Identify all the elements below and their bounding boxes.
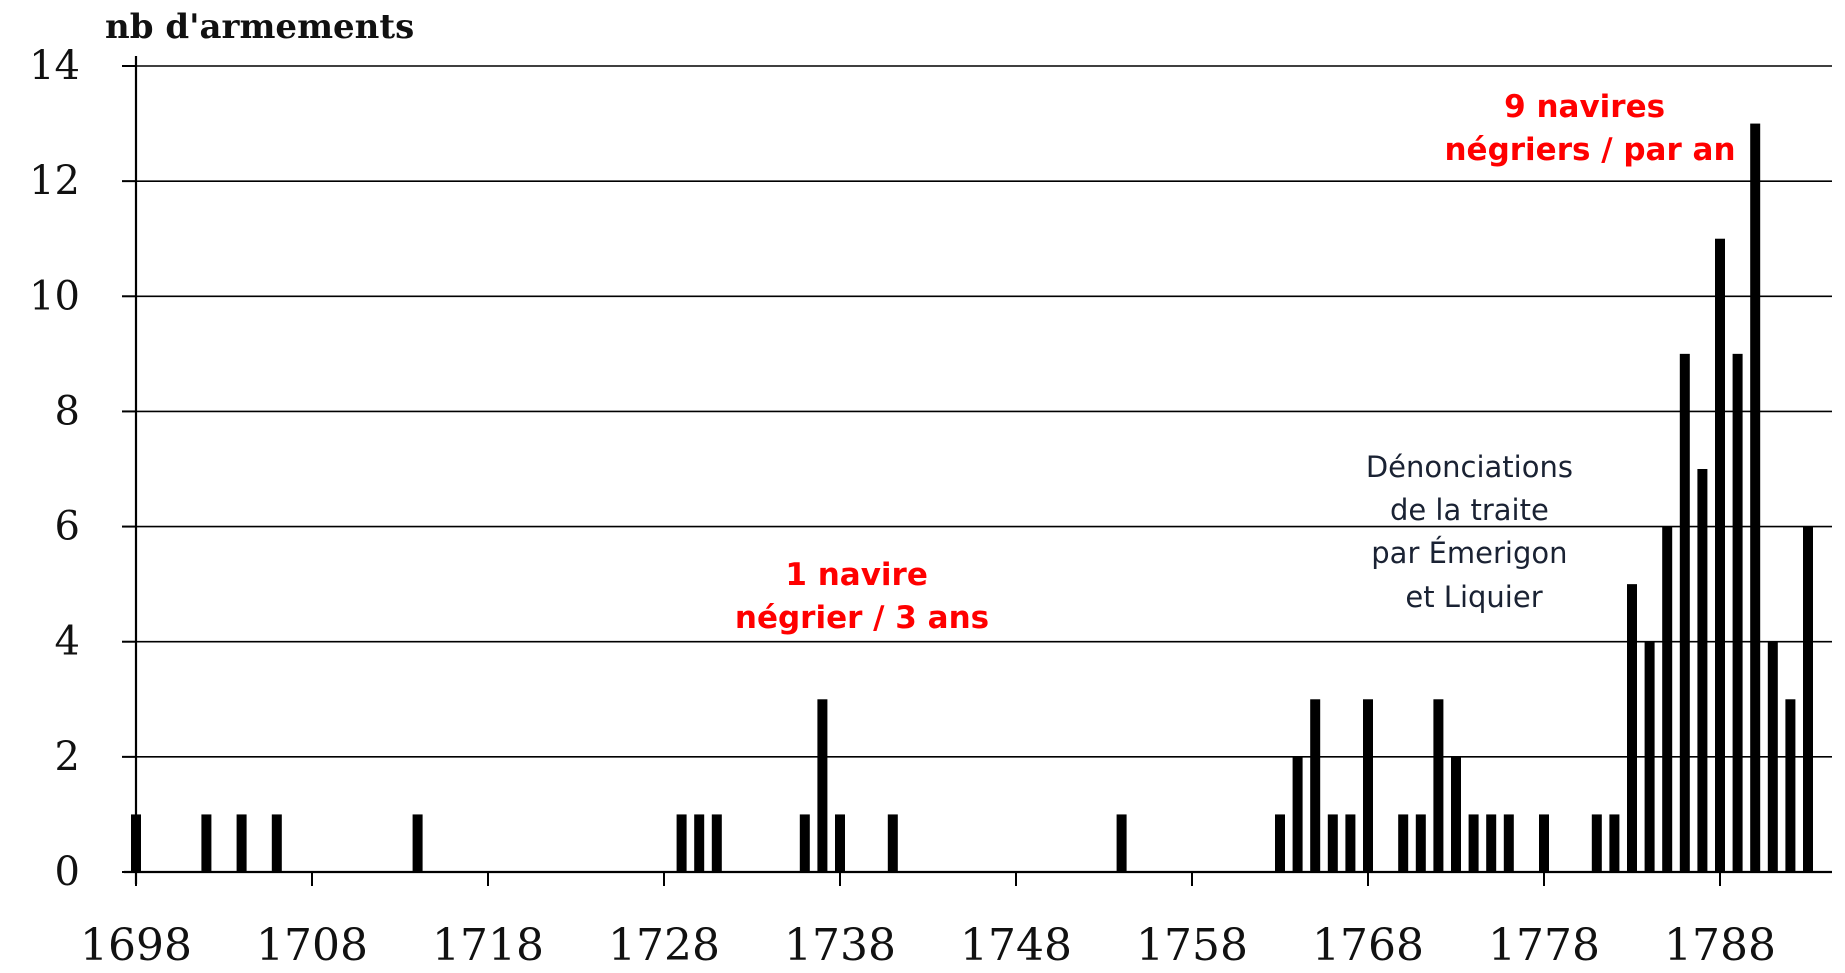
bar-1771 [1415, 814, 1426, 872]
y-tick-label-14: 14 [29, 43, 80, 89]
bar-1741 [887, 814, 898, 872]
bar-1774 [1468, 814, 1479, 872]
x-tick-labels: 1698 1708 1718 1728 1738 1748 1758 1768 1778 1788 [80, 920, 1776, 971]
annotation-denunciations-line-1: Dénonciations [1366, 450, 1573, 484]
axes [122, 56, 1832, 886]
gridlines [136, 65, 1832, 758]
bar-1778 [1539, 814, 1549, 872]
bar-1770 [1398, 814, 1409, 872]
y-tick-label-6: 6 [55, 504, 80, 550]
y-tick-label-12: 12 [29, 158, 80, 204]
bar-1704 [236, 814, 247, 872]
y-tick-label-10: 10 [29, 273, 80, 319]
annotation-late-rate-line-2: négriers / par an [1444, 132, 1735, 168]
bar-1766 [1327, 814, 1338, 872]
annotation-denunciations-line-2: de la traite [1390, 493, 1549, 527]
bar-1781 [1591, 814, 1602, 872]
bar-1788 [1715, 238, 1725, 872]
annotation-denunciations-line-4: et Liquier [1405, 580, 1542, 614]
x-tick-label-1768: 1768 [1312, 920, 1424, 971]
x-tick-label-1698: 1698 [80, 920, 192, 971]
x-tick-label-1738: 1738 [784, 920, 896, 971]
bar-1782 [1609, 814, 1620, 872]
bar-1783 [1627, 584, 1637, 872]
y-axis-title: nb d'armements [105, 7, 414, 47]
annotation-early-rate: 1 navire négrier / 3 ans [735, 557, 989, 636]
bar-1729 [676, 814, 687, 872]
bar-1736 [799, 814, 810, 872]
annotation-denunciations: Dénonciations de la traite par Émerigon … [1366, 450, 1582, 614]
y-tick-label-2: 2 [55, 734, 80, 780]
x-tick-label-1748: 1748 [960, 920, 1072, 971]
x-tick-label-1718: 1718 [432, 920, 544, 971]
bar-1773 [1451, 756, 1461, 872]
annotation-denunciations-line-3: par Émerigon [1371, 536, 1567, 570]
bar-1765 [1310, 699, 1321, 872]
bar-1706 [271, 814, 282, 872]
annotation-early-rate-line-2: négrier / 3 ans [735, 600, 989, 636]
x-tick-label-1778: 1778 [1488, 920, 1600, 971]
annotation-late-rate-line-1: 9 navires [1504, 89, 1665, 125]
y-tick-label-4: 4 [55, 619, 80, 665]
bar-1702 [201, 814, 212, 872]
bar-1792 [1785, 699, 1796, 872]
bar-1785 [1662, 526, 1673, 872]
bar-1787 [1697, 469, 1708, 872]
bars [131, 123, 1813, 873]
bar-1767 [1345, 814, 1356, 872]
bar-1784 [1644, 641, 1655, 872]
annotation-early-rate-line-1: 1 navire [785, 557, 928, 593]
y-tick-label-0: 0 [55, 849, 80, 895]
bar-1738 [835, 814, 845, 872]
bar-1775 [1486, 814, 1497, 872]
x-tick-label-1708: 1708 [256, 920, 368, 971]
bar-1776 [1503, 814, 1514, 872]
x-tick-label-1758: 1758 [1136, 920, 1248, 971]
bar-1731 [711, 814, 722, 872]
annotation-late-rate: 9 navires négriers / par an [1444, 89, 1735, 168]
bar-1754 [1116, 814, 1127, 872]
bar-1764 [1292, 756, 1303, 872]
bar-1786 [1679, 353, 1690, 872]
bar-1763 [1275, 814, 1285, 872]
bar-1789 [1732, 353, 1743, 872]
bar-1768 [1363, 699, 1373, 872]
bar-1772 [1433, 699, 1444, 872]
bar-1791 [1767, 641, 1778, 872]
x-tick-label-1788: 1788 [1664, 920, 1776, 971]
x-tick-label-1728: 1728 [608, 920, 720, 971]
bar-1737 [817, 699, 828, 872]
y-tick-labels: 0 2 4 6 8 10 12 14 [29, 43, 80, 895]
y-tick-label-8: 8 [55, 388, 80, 434]
bar-1714 [412, 814, 423, 872]
bar-1790 [1750, 123, 1761, 873]
bar-1730 [694, 814, 705, 872]
bar-1793 [1803, 526, 1813, 872]
